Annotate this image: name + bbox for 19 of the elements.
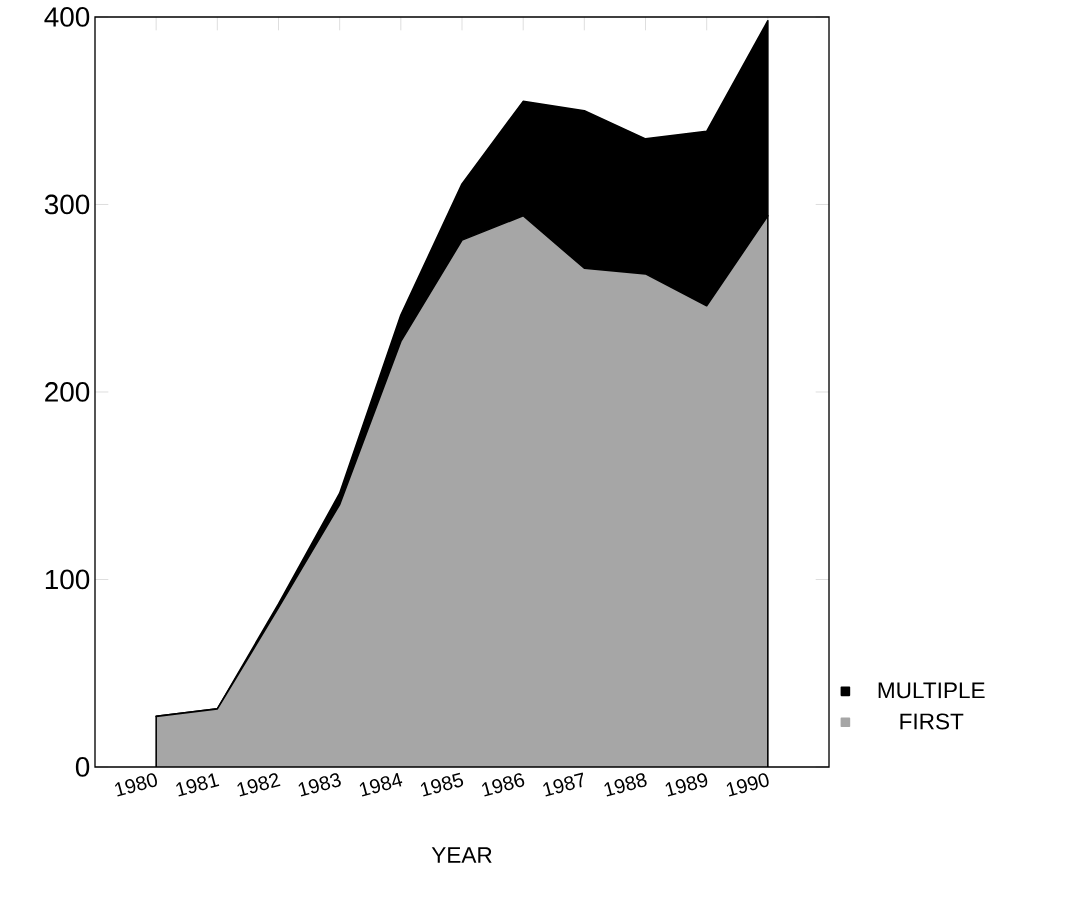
- x-tick-label: 1981: [176, 773, 220, 797]
- x-tick-label: 1987: [543, 772, 584, 797]
- x-tick-label: 1990: [726, 773, 769, 797]
- legend-label: FIRST: [900, 713, 964, 730]
- x-axis-title: YEAR: [431, 847, 492, 863]
- x-tick-label: 1988: [604, 773, 647, 797]
- x-tick-label: 1985: [420, 772, 464, 797]
- x-tick-label: 1983: [298, 773, 341, 797]
- x-tick-label: 1982: [237, 773, 281, 797]
- legend-label: MULTIPLE: [878, 682, 985, 699]
- x-tick-label: 1986: [482, 773, 525, 797]
- x-tick-label: 1980: [115, 773, 157, 797]
- x-tick-label: 1989: [665, 773, 708, 797]
- x-tick-label: 1984: [359, 772, 403, 797]
- y-tick-label: 100: [45, 569, 90, 590]
- y-tick-label: 200: [45, 382, 90, 402]
- y-tick-label: 0: [75, 757, 90, 777]
- y-tick-label: 300: [44, 194, 90, 215]
- y-tick-label: 400: [44, 7, 90, 27]
